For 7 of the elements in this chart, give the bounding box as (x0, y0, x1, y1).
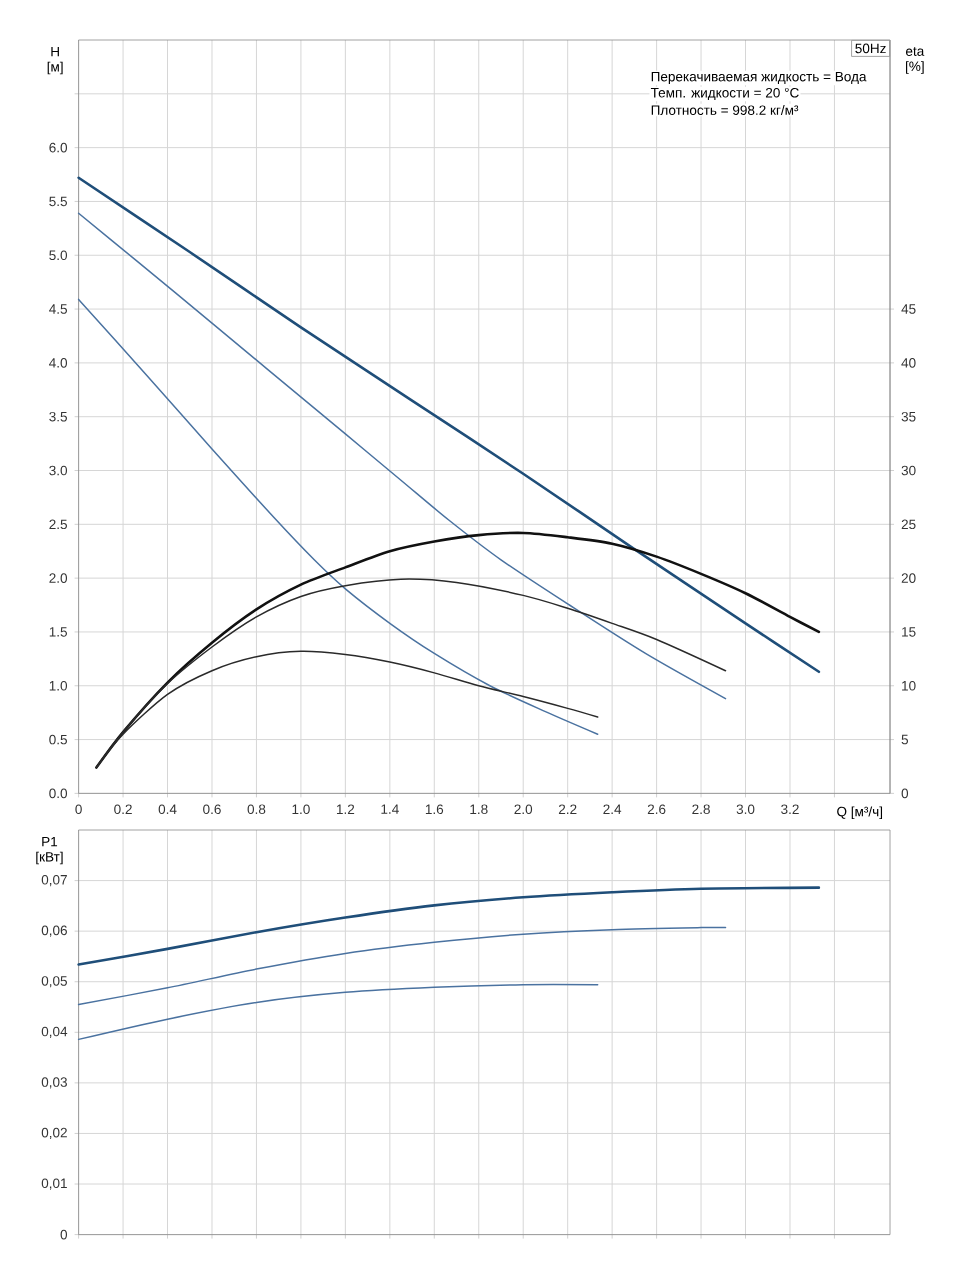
line-series (77, 983, 599, 1041)
line-series (77, 926, 727, 1006)
line-series (77, 176, 821, 674)
line-series (95, 531, 821, 769)
line-series (77, 212, 727, 700)
line-series (77, 886, 821, 966)
line-series (77, 298, 599, 735)
